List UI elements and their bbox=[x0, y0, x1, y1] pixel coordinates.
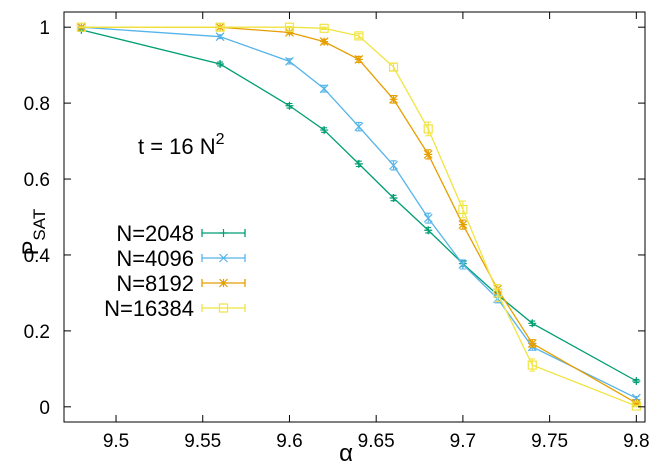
data-point bbox=[285, 28, 294, 37]
data-point bbox=[284, 22, 295, 32]
y-tick-label: 0.2 bbox=[24, 322, 50, 343]
data-point bbox=[632, 377, 641, 385]
data-point bbox=[527, 360, 537, 370]
series-line bbox=[81, 26, 637, 404]
legend-label: N=2048 bbox=[116, 221, 194, 246]
data-point bbox=[285, 56, 294, 66]
y-axis-label-subscript: SAT bbox=[30, 209, 49, 241]
plot-area bbox=[76, 22, 641, 411]
x-tick-label: 9.6 bbox=[276, 431, 302, 452]
x-tick-label: 9.5 bbox=[103, 431, 129, 452]
data-point bbox=[458, 260, 468, 269]
data-point bbox=[216, 60, 225, 69]
data-point bbox=[631, 401, 641, 411]
data-point bbox=[354, 122, 364, 132]
axes: 9.5 9.55 9.6 9.65 9.7 9.75 9.8 0 0.2 0.4 0.6 0.8 1 bbox=[24, 11, 650, 452]
data-point bbox=[219, 229, 228, 237]
data-point bbox=[423, 149, 433, 159]
data-point bbox=[319, 84, 329, 94]
x-tick-label: 9.65 bbox=[358, 431, 395, 452]
x-tick-label: 9.8 bbox=[623, 431, 649, 452]
error-bar bbox=[494, 284, 501, 302]
x-tick-label: 9.75 bbox=[531, 431, 568, 452]
error-bar bbox=[78, 26, 85, 29]
data-point bbox=[285, 101, 294, 110]
data-point bbox=[319, 23, 329, 33]
data-point bbox=[354, 55, 364, 64]
data-point bbox=[388, 62, 399, 72]
x-tick-label: 9.55 bbox=[184, 431, 221, 452]
data-point bbox=[528, 319, 537, 328]
legend-label: N=16384 bbox=[104, 296, 194, 321]
series-line bbox=[81, 26, 637, 407]
y-tick-label: 1 bbox=[39, 18, 50, 39]
error-bar bbox=[321, 26, 328, 31]
y-axis-label: PSAT bbox=[18, 209, 49, 256]
series-n-4096 bbox=[76, 22, 641, 403]
y-tick-label: 0.8 bbox=[24, 94, 50, 115]
legend-label: N=8192 bbox=[116, 271, 194, 296]
x-tick-label: 9.7 bbox=[450, 431, 476, 452]
data-point bbox=[527, 338, 537, 348]
data-point bbox=[458, 220, 468, 230]
error-bar bbox=[217, 26, 224, 29]
data-point bbox=[424, 226, 433, 235]
error-bar bbox=[286, 25, 293, 29]
y-tick-label: 0.4 bbox=[24, 246, 51, 267]
data-point bbox=[631, 398, 641, 408]
data-point bbox=[389, 160, 398, 170]
data-point bbox=[76, 22, 86, 32]
data-point bbox=[423, 124, 433, 134]
series-n-16384 bbox=[76, 22, 641, 411]
series-line bbox=[81, 29, 637, 382]
data-point bbox=[219, 278, 228, 288]
plot-frame bbox=[63, 11, 646, 423]
series-n-2048 bbox=[77, 25, 641, 385]
data-point bbox=[389, 194, 398, 203]
legend-label: N=4096 bbox=[116, 246, 194, 271]
y-tick-label: 0 bbox=[39, 398, 50, 419]
data-point bbox=[389, 94, 398, 104]
chart-annotation-superscript: 2 bbox=[216, 131, 225, 148]
data-point bbox=[215, 22, 225, 32]
data-point bbox=[218, 303, 229, 313]
y-tick-label: 0.6 bbox=[24, 170, 50, 191]
data-point bbox=[320, 126, 329, 135]
error-bar bbox=[355, 33, 362, 39]
data-point bbox=[319, 37, 329, 47]
series-line bbox=[81, 26, 637, 399]
legend-swatch bbox=[201, 304, 246, 312]
data-point bbox=[423, 213, 433, 223]
data-point bbox=[219, 253, 228, 263]
data-point bbox=[492, 288, 503, 298]
x-axis-label: α bbox=[339, 440, 353, 465]
chart-annotation: t = 16 N2 bbox=[138, 131, 225, 159]
error-bar bbox=[459, 200, 466, 219]
data-point bbox=[354, 31, 364, 41]
data-point bbox=[215, 32, 225, 42]
data-point bbox=[354, 159, 363, 168]
data-point bbox=[458, 204, 468, 215]
series-n-8192 bbox=[76, 22, 641, 408]
